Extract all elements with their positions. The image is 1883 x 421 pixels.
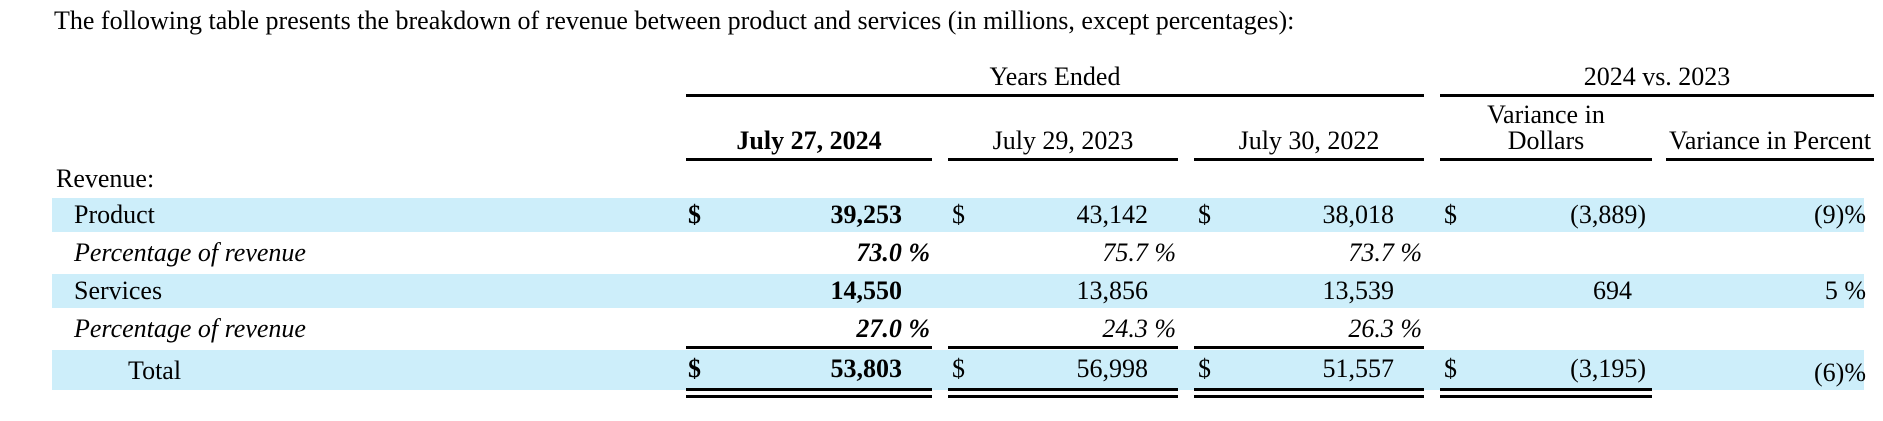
total-double-rule-2023-a xyxy=(948,388,1178,391)
total-variance-dollars: (3,195) xyxy=(1570,354,1646,383)
column-header-variance-percent: Variance in Percent xyxy=(1668,126,1872,155)
total-double-rule-variance-b xyxy=(1440,395,1652,398)
services-pct-2024: 27.0 % xyxy=(856,314,930,343)
subtotal-rule-2023 xyxy=(948,346,1178,349)
product-label: Product xyxy=(74,200,155,229)
total-double-rule-variance-a xyxy=(1440,388,1652,391)
subtotal-rule-2022 xyxy=(1194,346,1424,349)
column-header-2022: July 30, 2022 xyxy=(1238,126,1380,155)
services-row-band xyxy=(52,274,1864,308)
column-variance-dollars-rule xyxy=(1440,158,1652,161)
total-variance-percent: (6)% xyxy=(1814,358,1866,387)
total-row-band xyxy=(52,350,1864,390)
services-2022-value: 13,539 xyxy=(1322,276,1395,305)
total-2022-currency: $ xyxy=(1198,354,1211,383)
column-2023-rule xyxy=(948,158,1178,161)
product-2024-value: 39,253 xyxy=(830,200,903,229)
comparison-rule xyxy=(1440,94,1874,97)
services-pct-label: Percentage of revenue xyxy=(74,314,306,343)
column-header-2023: July 29, 2023 xyxy=(992,126,1134,155)
variance-dollars-line1: Variance in xyxy=(1487,100,1605,129)
total-variance-currency: $ xyxy=(1444,354,1457,383)
services-variance-percent: 5 % xyxy=(1824,276,1866,305)
comparison-header: 2024 vs. 2023 xyxy=(1583,62,1731,91)
product-pct-2022: 73.7 % xyxy=(1348,238,1422,267)
column-2024-rule xyxy=(686,158,932,161)
total-double-rule-2022-a xyxy=(1194,388,1424,391)
total-2024-value: 53,803 xyxy=(830,354,903,383)
product-pct-2023: 75.7 % xyxy=(1102,238,1176,267)
total-label: Total xyxy=(128,356,182,385)
column-2022-rule xyxy=(1194,158,1424,161)
product-variance-percent: (9)% xyxy=(1814,200,1866,229)
product-pct-2024: 73.0 % xyxy=(856,238,930,267)
product-variance-dollars: (3,889) xyxy=(1570,200,1646,229)
product-2023-currency: $ xyxy=(952,200,965,229)
column-header-variance-dollars: Variance in Dollars xyxy=(1440,102,1652,154)
total-2024-currency: $ xyxy=(688,354,701,383)
services-label: Services xyxy=(74,276,163,305)
total-2023-value: 56,998 xyxy=(1076,354,1149,383)
total-double-rule-2024-a xyxy=(686,388,932,391)
services-2023-value: 13,856 xyxy=(1076,276,1149,305)
product-2022-value: 38,018 xyxy=(1322,200,1395,229)
subtotal-rule-2024 xyxy=(686,346,932,349)
total-2023-currency: $ xyxy=(952,354,965,383)
years-ended-header: Years Ended xyxy=(989,62,1121,91)
total-double-rule-2024-b xyxy=(686,395,932,398)
services-pct-2022: 26.3 % xyxy=(1348,314,1422,343)
product-variance-currency: $ xyxy=(1444,200,1457,229)
variance-dollars-line2: Dollars xyxy=(1507,126,1585,155)
product-2022-currency: $ xyxy=(1198,200,1211,229)
product-2023-value: 43,142 xyxy=(1076,200,1149,229)
total-double-rule-2023-b xyxy=(948,395,1178,398)
total-double-rule-2022-b xyxy=(1194,395,1424,398)
product-pct-label: Percentage of revenue xyxy=(74,238,306,267)
intro-text: The following table presents the breakdo… xyxy=(54,6,1295,35)
services-pct-2023: 24.3 % xyxy=(1102,314,1176,343)
product-2024-currency: $ xyxy=(688,200,701,229)
column-header-2024: July 27, 2024 xyxy=(736,126,882,155)
column-variance-percent-rule xyxy=(1666,158,1874,161)
services-variance-dollars: 694 xyxy=(1593,276,1632,305)
product-row-band xyxy=(52,198,1864,232)
services-2024-value: 14,550 xyxy=(830,276,903,305)
section-label-revenue: Revenue: xyxy=(56,164,155,193)
total-2022-value: 51,557 xyxy=(1322,354,1395,383)
years-ended-rule xyxy=(686,94,1424,97)
